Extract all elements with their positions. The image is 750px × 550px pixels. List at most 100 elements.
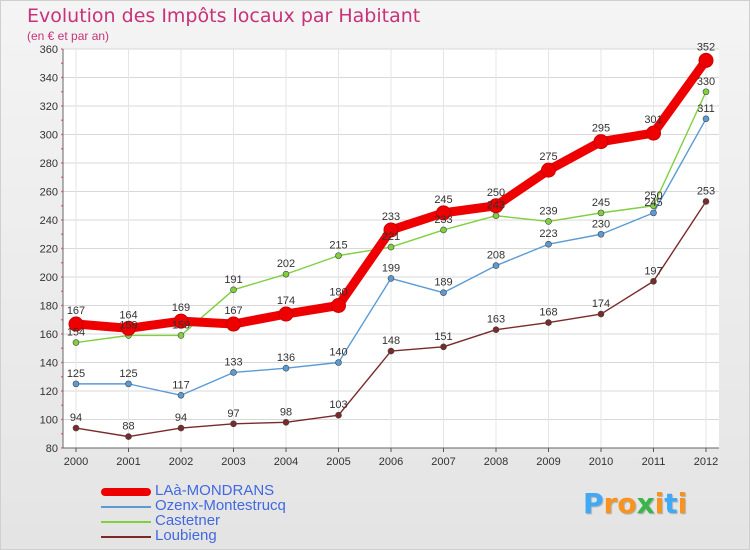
data-point bbox=[440, 226, 447, 234]
y-tick-label: 240 bbox=[40, 215, 58, 227]
y-tick-label: 200 bbox=[40, 272, 58, 284]
data-point bbox=[282, 419, 290, 426]
y-minor-dot bbox=[61, 418, 63, 421]
data-point bbox=[702, 88, 710, 96]
logo-letter: x bbox=[636, 487, 655, 520]
data-label: 148 bbox=[382, 335, 400, 347]
data-label: 174 bbox=[277, 295, 295, 307]
y-minor-dot bbox=[61, 162, 63, 164]
data-point bbox=[230, 286, 237, 294]
data-point bbox=[177, 391, 185, 399]
x-tick-label: 2007 bbox=[431, 456, 455, 468]
data-point bbox=[177, 332, 185, 339]
y-minor-dot bbox=[61, 133, 63, 136]
data-label: 239 bbox=[539, 205, 557, 217]
data-label: 140 bbox=[329, 347, 347, 359]
data-label: 189 bbox=[434, 277, 452, 289]
data-point bbox=[646, 125, 661, 141]
logo-letter: i bbox=[677, 487, 688, 520]
data-point bbox=[650, 202, 657, 210]
data-label: 253 bbox=[697, 185, 715, 197]
y-minor-dot bbox=[61, 347, 63, 350]
x-tick-label: 2004 bbox=[274, 456, 298, 468]
data-label: 199 bbox=[382, 262, 400, 274]
y-minor-dot bbox=[61, 361, 63, 364]
logo-letter: t bbox=[664, 487, 678, 520]
data-point bbox=[702, 115, 710, 123]
data-label: 151 bbox=[434, 331, 452, 343]
data-point bbox=[125, 433, 132, 440]
legend-label: Castetner bbox=[155, 512, 221, 529]
y-minor-dot bbox=[61, 204, 63, 207]
data-label: 125 bbox=[67, 368, 85, 380]
y-tick-label: 180 bbox=[40, 301, 58, 313]
data-point bbox=[125, 380, 132, 388]
data-label: 163 bbox=[487, 314, 505, 326]
y-tick-label: 120 bbox=[40, 386, 58, 398]
logo-letter: i bbox=[654, 487, 665, 520]
data-label: 167 bbox=[224, 305, 242, 317]
data-label: 233 bbox=[434, 214, 452, 226]
data-point bbox=[226, 316, 241, 332]
data-label: 245 bbox=[592, 197, 610, 209]
x-tick-label: 2008 bbox=[484, 456, 508, 468]
data-point bbox=[387, 275, 395, 282]
x-tick-label: 2011 bbox=[642, 456, 666, 468]
y-minor-dot bbox=[61, 432, 63, 435]
data-label: 167 bbox=[67, 305, 85, 317]
data-point bbox=[545, 319, 552, 326]
data-label: 169 bbox=[172, 302, 190, 314]
data-label: 97 bbox=[227, 408, 239, 420]
y-minor-dot bbox=[61, 233, 63, 236]
data-point bbox=[335, 411, 342, 419]
data-point bbox=[335, 359, 342, 366]
data-label: 330 bbox=[697, 76, 715, 88]
y-minor-dot bbox=[61, 447, 63, 449]
x-tick-label: 2000 bbox=[64, 456, 88, 468]
x-tick-label: 2002 bbox=[169, 456, 193, 468]
legend-swatch bbox=[101, 521, 151, 523]
y-tick-label: 300 bbox=[40, 130, 58, 142]
data-point bbox=[597, 310, 605, 318]
data-label: 125 bbox=[119, 368, 137, 380]
y-tick-label: 80 bbox=[46, 443, 58, 455]
data-label: 168 bbox=[539, 307, 557, 319]
data-label: 174 bbox=[592, 298, 610, 310]
data-point bbox=[121, 320, 136, 336]
x-tick-label: 2003 bbox=[221, 456, 245, 468]
y-minor-dot bbox=[61, 219, 63, 221]
data-point bbox=[545, 240, 552, 248]
data-point bbox=[383, 222, 399, 238]
data-point bbox=[597, 230, 605, 238]
data-point bbox=[331, 298, 346, 313]
data-point bbox=[335, 252, 342, 259]
y-minor-dot bbox=[61, 62, 63, 65]
data-point bbox=[230, 420, 237, 428]
y-minor-dot bbox=[61, 404, 63, 407]
x-tick-label: 2012 bbox=[694, 456, 718, 468]
logo-letter: o bbox=[617, 487, 637, 520]
data-label: 223 bbox=[539, 228, 557, 240]
data-label: 154 bbox=[67, 327, 85, 339]
legend-swatch bbox=[101, 506, 151, 508]
data-point bbox=[488, 198, 504, 214]
data-point bbox=[541, 162, 556, 178]
data-label: 230 bbox=[592, 218, 610, 230]
y-minor-dot bbox=[61, 190, 63, 193]
data-point bbox=[436, 205, 451, 221]
data-label: 133 bbox=[224, 356, 242, 368]
data-point bbox=[282, 270, 290, 278]
logo-letter: P bbox=[583, 487, 604, 520]
data-label: 275 bbox=[539, 151, 557, 163]
y-tick-label: 260 bbox=[40, 187, 58, 199]
data-point bbox=[492, 212, 500, 220]
legend-label: Ozenx-Montestrucq bbox=[155, 497, 286, 514]
legend-swatch bbox=[101, 488, 151, 496]
y-minor-dot bbox=[61, 247, 63, 250]
data-label: 103 bbox=[329, 399, 347, 411]
y-minor-dot bbox=[61, 276, 63, 278]
data-label: 159 bbox=[119, 319, 137, 331]
data-point bbox=[702, 198, 710, 205]
y-minor-dot bbox=[61, 147, 63, 150]
